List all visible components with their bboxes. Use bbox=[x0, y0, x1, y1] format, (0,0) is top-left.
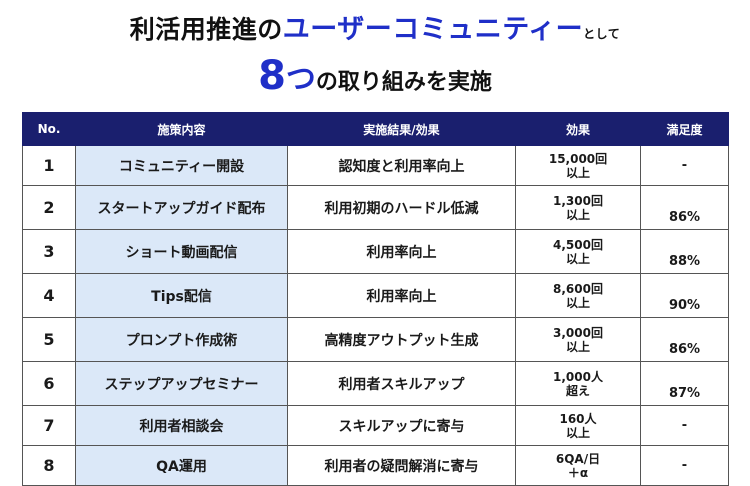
table-header-row: No. 施策内容 実施結果/効果 効果 満足度 bbox=[22, 112, 729, 146]
initiative-name: Tips配信 bbox=[75, 273, 288, 318]
table-row: 2 スタートアップガイド配布 利用初期のハードル低減 1,300回 以上 86% bbox=[22, 185, 729, 230]
effect-qualifier: 以上 bbox=[565, 425, 590, 440]
row-number: 2 bbox=[22, 185, 76, 230]
satisfaction-value: - bbox=[640, 145, 729, 186]
title-suffix: として bbox=[583, 27, 621, 41]
title-prefix: 利活用推進の bbox=[129, 15, 283, 44]
initiatives-table: No. 施策内容 実施結果/効果 効果 満足度 1 コミュニティー開設 認知度と利用… bbox=[22, 112, 729, 486]
table-row: 6 ステップアップセミナー 利用者スキルアップ 1,000人 超え 87% bbox=[22, 361, 729, 406]
effect-qualifier: ＋α bbox=[567, 465, 589, 480]
effect-value: 8,600回 bbox=[553, 281, 603, 296]
effect-cell: 1,000人 超え bbox=[515, 361, 641, 406]
header-satisfaction: 満足度 bbox=[640, 112, 729, 146]
effect-value: 4,500回 bbox=[553, 237, 603, 252]
effect-cell: 1,300回 以上 bbox=[515, 185, 641, 230]
effect-value: 1,000人 bbox=[553, 369, 603, 384]
result-text: 利用率向上 bbox=[287, 273, 516, 318]
initiative-name: プロンプト作成術 bbox=[75, 317, 288, 362]
title-highlight: ユーザーコミュニティー bbox=[282, 14, 584, 45]
effect-value: 160人 bbox=[559, 411, 597, 426]
effect-value: 3,000回 bbox=[553, 325, 603, 340]
result-text: 認知度と利用率向上 bbox=[287, 145, 516, 186]
table-body: 1 コミュニティー開設 認知度と利用率向上 15,000回 以上 -2 スタートアップガイド… bbox=[22, 145, 729, 486]
effect-cell: 160人 以上 bbox=[515, 405, 641, 446]
effect-qualifier: 超え bbox=[565, 383, 590, 398]
satisfaction-value: 86% bbox=[640, 317, 729, 362]
effect-qualifier: 以上 bbox=[565, 251, 590, 266]
table-row: 8 QA運用 利用者の疑問解消に寄与 6QA/日 ＋α - bbox=[22, 445, 729, 486]
table-row: 1 コミュニティー開設 認知度と利用率向上 15,000回 以上 - bbox=[22, 145, 729, 186]
title-rest: の取り組みを実施 bbox=[315, 70, 492, 95]
effect-qualifier: 以上 bbox=[565, 207, 590, 222]
title-line-2: 8つの取り組みを実施 bbox=[0, 52, 750, 107]
effect-cell: 8,600回 以上 bbox=[515, 273, 641, 318]
initiative-name: 利用者相談会 bbox=[75, 405, 288, 446]
title-counter: つ bbox=[285, 62, 316, 97]
satisfaction-value: 90% bbox=[640, 273, 729, 318]
row-number: 4 bbox=[22, 273, 76, 318]
table-row: 3 ショート動画配信 利用率向上 4,500回 以上 88% bbox=[22, 229, 729, 274]
initiative-name: ステップアップセミナー bbox=[75, 361, 288, 406]
table-row: 4 Tips配信 利用率向上 8,600回 以上 90% bbox=[22, 273, 729, 318]
satisfaction-value: - bbox=[640, 405, 729, 446]
result-text: 利用者スキルアップ bbox=[287, 361, 516, 406]
header-initiative: 施策内容 bbox=[75, 112, 288, 146]
effect-value: 1,300回 bbox=[553, 193, 603, 208]
satisfaction-value: 86% bbox=[640, 185, 729, 230]
row-number: 3 bbox=[22, 229, 76, 274]
result-text: 高精度アウトプット生成 bbox=[287, 317, 516, 362]
title-number: 8 bbox=[258, 53, 286, 99]
row-number: 5 bbox=[22, 317, 76, 362]
header-result: 実施結果/効果 bbox=[287, 112, 516, 146]
satisfaction-value: - bbox=[640, 445, 729, 486]
effect-cell: 6QA/日 ＋α bbox=[515, 445, 641, 486]
initiative-name: ショート動画配信 bbox=[75, 229, 288, 274]
result-text: 利用率向上 bbox=[287, 229, 516, 274]
result-text: スキルアップに寄与 bbox=[287, 405, 516, 446]
effect-cell: 4,500回 以上 bbox=[515, 229, 641, 274]
initiative-name: スタートアップガイド配布 bbox=[75, 185, 288, 230]
table-row: 5 プロンプト作成術 高精度アウトプット生成 3,000回 以上 86% bbox=[22, 317, 729, 362]
header-effect: 効果 bbox=[515, 112, 641, 146]
table-row: 7 利用者相談会 スキルアップに寄与 160人 以上 - bbox=[22, 405, 729, 446]
effect-value: 6QA/日 bbox=[555, 451, 601, 466]
row-number: 8 bbox=[22, 445, 76, 486]
satisfaction-value: 88% bbox=[640, 229, 729, 274]
effect-cell: 3,000回 以上 bbox=[515, 317, 641, 362]
initiative-name: QA運用 bbox=[75, 445, 288, 486]
effect-cell: 15,000回 以上 bbox=[515, 145, 641, 186]
row-number: 6 bbox=[22, 361, 76, 406]
title-line-1: 利活用推進のユーザーコミュニティーとして bbox=[0, 12, 750, 52]
result-text: 利用初期のハードル低減 bbox=[287, 185, 516, 230]
effect-qualifier: 以上 bbox=[565, 295, 590, 310]
effect-qualifier: 以上 bbox=[565, 339, 590, 354]
header-no: No. bbox=[22, 112, 76, 146]
initiative-name: コミュニティー開設 bbox=[75, 145, 288, 186]
satisfaction-value: 87% bbox=[640, 361, 729, 406]
effect-qualifier: 以上 bbox=[565, 165, 590, 180]
result-text: 利用者の疑問解消に寄与 bbox=[287, 445, 516, 486]
row-number: 7 bbox=[22, 405, 76, 446]
effect-value: 15,000回 bbox=[548, 151, 608, 166]
row-number: 1 bbox=[22, 145, 76, 186]
